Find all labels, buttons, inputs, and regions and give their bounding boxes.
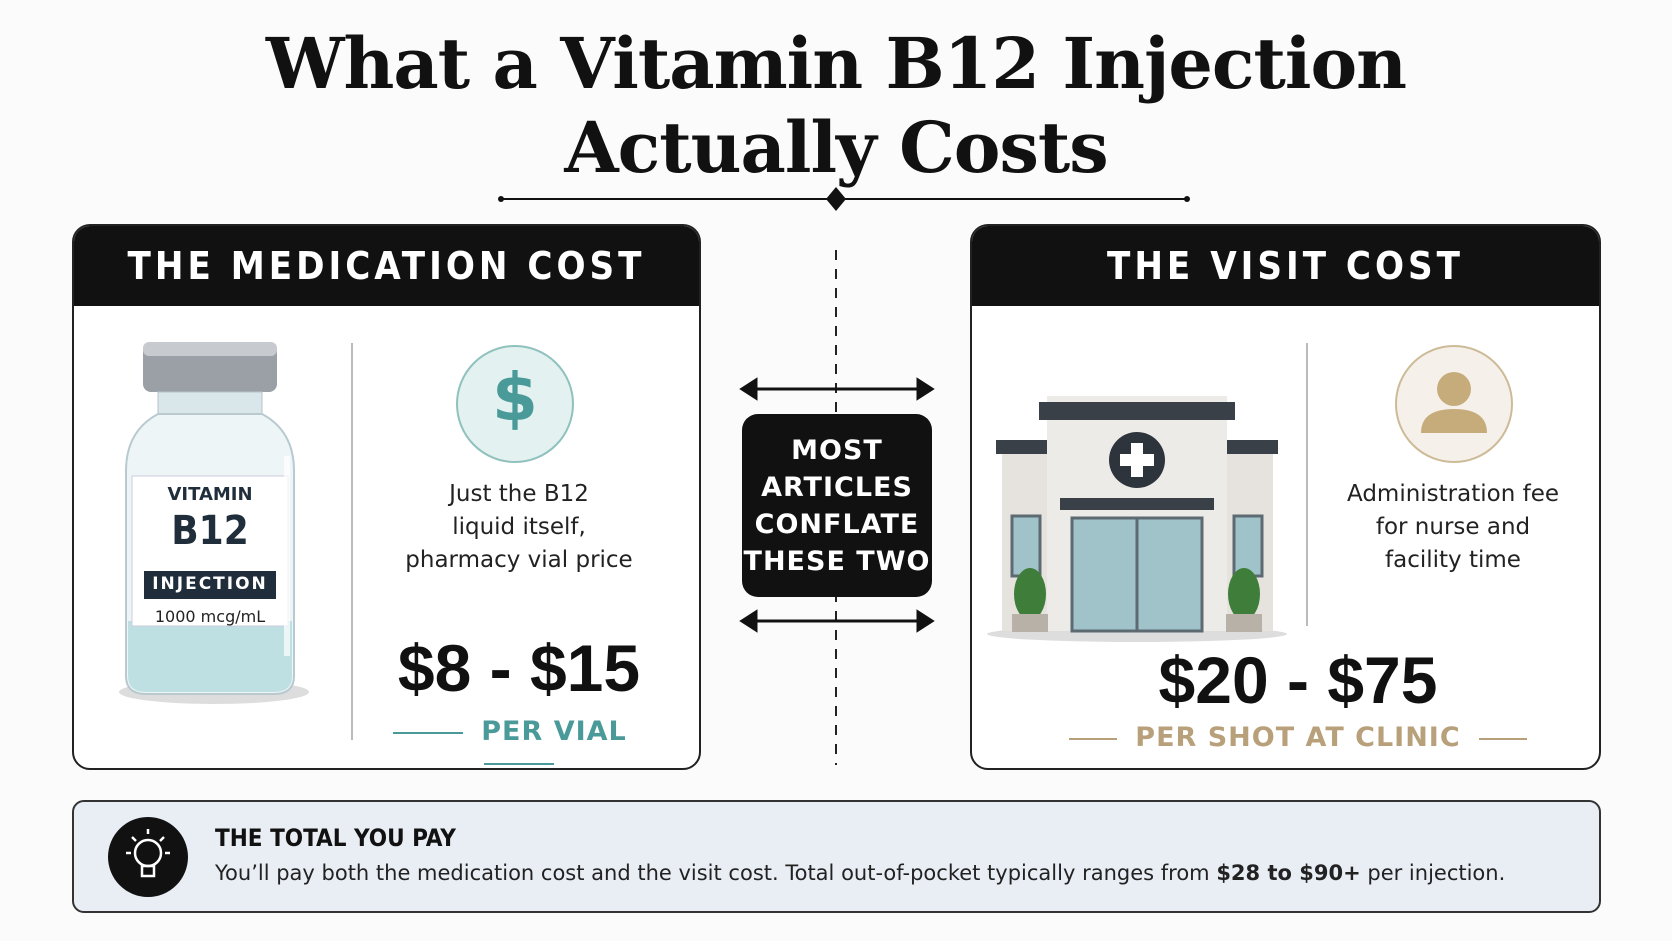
- unit: PER SHOT AT CLINIC: [1135, 722, 1461, 753]
- description-line: liquid itself,: [452, 514, 586, 540]
- title-line: What a Vitamin B12 Injection: [265, 22, 1407, 105]
- description-line: Administration fee: [1346, 481, 1559, 507]
- price: $8 - $15: [397, 631, 641, 705]
- visit-card: THE VISIT COST Administration fee for nu…: [970, 224, 1601, 770]
- vial-label: INJECTION: [152, 574, 268, 594]
- total-text: You’ll pay both the medication cost and …: [215, 861, 1505, 885]
- vial-label: VITAMIN: [167, 484, 253, 505]
- note-line: ARTICLES: [761, 471, 913, 503]
- note-line: CONFLATE: [754, 508, 920, 540]
- unit-row: PER VIAL: [364, 716, 674, 768]
- dollar-symbol: $: [492, 359, 538, 436]
- card-header: THE VISIT COST: [972, 226, 1599, 306]
- total-range: $28 to $90+: [1216, 861, 1361, 885]
- dollar-icon: [456, 345, 574, 463]
- description-line: pharmacy vial price: [405, 547, 633, 573]
- center-note: MOST ARTICLES CONFLATE THESE TWO: [742, 414, 932, 597]
- description-line: for nurse and: [1375, 514, 1531, 540]
- description-line: facility time: [1385, 547, 1521, 573]
- note-line: MOST: [791, 434, 883, 466]
- medication-card: THE MEDICATION COST VITAMIN B12 INJECTIO…: [72, 224, 701, 770]
- clinic-illustration: [987, 343, 1308, 642]
- description: Just the B12 liquid itself, pharmacy via…: [364, 478, 674, 577]
- vial-label: B12: [171, 508, 249, 554]
- vial-illustration: [119, 342, 353, 740]
- description-line: Just the B12: [449, 481, 589, 507]
- description: Administration fee for nurse and facilit…: [1308, 478, 1598, 577]
- unit: PER VIAL: [481, 716, 627, 747]
- person-icon: [1395, 345, 1513, 463]
- total-heading: THE TOTAL YOU PAY: [215, 824, 456, 852]
- note-line: THESE TWO: [743, 545, 931, 577]
- card-header: THE MEDICATION COST: [74, 226, 699, 306]
- text: You’ll pay both the medication cost and …: [215, 861, 1210, 885]
- lightbulb-icon: [108, 817, 188, 897]
- unit-row: PER SHOT AT CLINIC: [972, 722, 1599, 753]
- title-line: Actually Costs: [564, 106, 1108, 189]
- text: per injection.: [1367, 861, 1506, 885]
- vial-label: 1000 mcg/mL: [154, 607, 266, 626]
- price: $20 - $75: [1158, 643, 1438, 717]
- total-bar: THE TOTAL YOU PAY You’ll pay both the me…: [72, 800, 1601, 913]
